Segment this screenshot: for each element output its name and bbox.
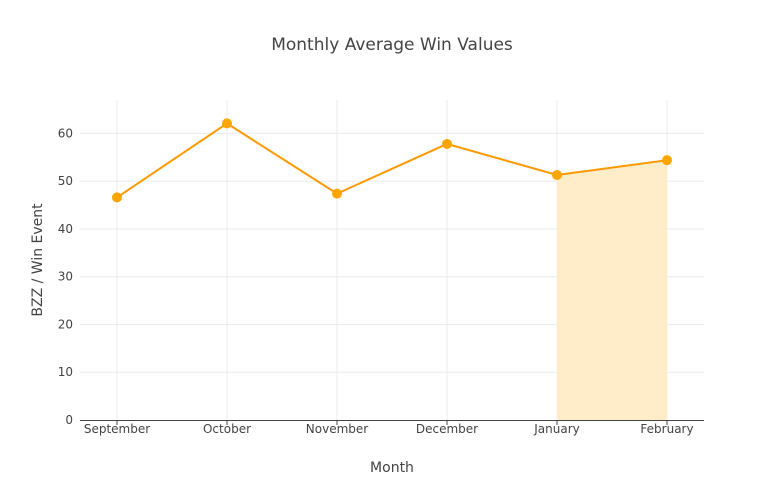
x-axis-label: Month [370, 460, 414, 476]
x-tick-label: September [84, 422, 150, 436]
y-tick-label: 60 [58, 126, 73, 140]
y-tick-label: 30 [58, 270, 73, 284]
shaded-area-region [557, 160, 667, 420]
axes: September October November December January F… [58, 126, 704, 436]
x-tick-label: December [416, 422, 478, 436]
y-tick-label: 0 [65, 413, 73, 427]
data-point [112, 192, 122, 203]
y-tick-label: 20 [58, 317, 73, 331]
y-axis-label: BZZ / Win Event [30, 203, 46, 317]
data-point [332, 188, 342, 199]
shaded-area [557, 160, 667, 420]
data-point [442, 138, 452, 149]
chart-title: Monthly Average Win Values [271, 35, 513, 55]
series-line [116, 122, 668, 199]
data-point [662, 155, 672, 166]
x-tick-label: February [640, 422, 693, 436]
x-tick-label: January [533, 422, 580, 436]
y-tick-label: 10 [58, 365, 73, 379]
series [112, 118, 672, 203]
x-tick-label: October [203, 422, 251, 436]
data-point [552, 169, 562, 180]
y-tick-label: 40 [58, 222, 73, 236]
data-point [222, 118, 232, 129]
x-tick-label: November [306, 422, 368, 436]
y-tick-label: 50 [58, 174, 73, 188]
